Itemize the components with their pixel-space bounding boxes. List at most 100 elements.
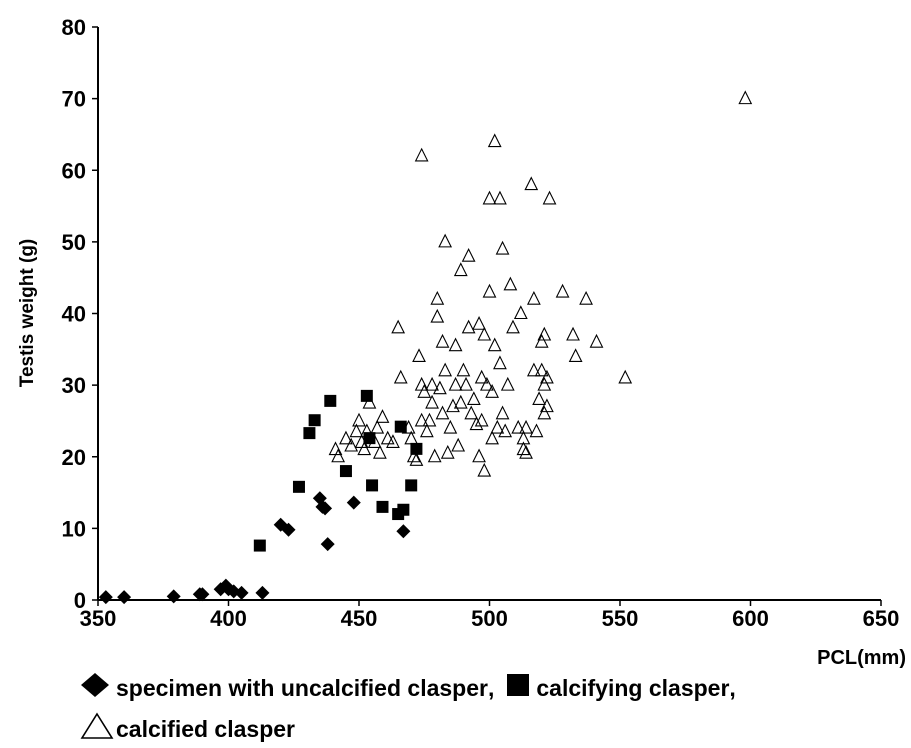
point-calcified <box>419 423 434 438</box>
point-uncalcified <box>346 495 361 510</box>
point-calcified <box>414 412 429 427</box>
point-calcified <box>537 405 552 420</box>
point-calcifying <box>410 442 423 455</box>
legend-label-calcifying: calcifying clasper <box>536 674 730 701</box>
point-calcified <box>540 398 554 413</box>
point-calcified <box>566 326 580 341</box>
point-calcified <box>451 437 466 452</box>
point-calcified <box>440 444 455 459</box>
point-calcifying <box>366 479 379 492</box>
point-calcified <box>506 319 520 334</box>
point-calcified <box>537 326 552 341</box>
point-calcified <box>461 247 476 262</box>
point-calcified <box>331 448 346 463</box>
point-uncalcified <box>195 587 210 602</box>
point-calcified <box>435 405 450 420</box>
y-tick-label: 60 <box>62 158 86 183</box>
point-calcified <box>513 305 528 320</box>
point-calcified <box>427 448 442 463</box>
point-calcified <box>485 430 499 445</box>
legend-row-1: specimen with uncalcified clasper, calci… <box>80 672 900 704</box>
point-calcified <box>453 394 468 409</box>
point-calcified <box>456 362 471 377</box>
y-tick-label: 0 <box>74 588 86 613</box>
legend-row-2: calcified clasper <box>80 712 900 746</box>
point-calcified <box>495 240 510 255</box>
point-calcified <box>430 308 445 323</box>
point-calcified <box>537 376 552 391</box>
point-calcified <box>406 448 421 463</box>
point-calcifying <box>324 394 337 407</box>
point-uncalcified <box>318 501 333 516</box>
point-calcifying <box>308 414 321 427</box>
point-calcified <box>738 90 753 105</box>
point-uncalcified <box>281 522 296 537</box>
point-calcified <box>477 326 492 341</box>
y-tick-label: 30 <box>62 373 86 398</box>
y-tick-label: 10 <box>62 516 86 541</box>
point-calcified <box>357 441 372 456</box>
point-calcified <box>579 290 593 305</box>
point-calcified <box>568 348 583 363</box>
point-calcified <box>344 437 359 452</box>
point-calcified <box>482 190 497 205</box>
point-calcified <box>472 316 486 330</box>
axes <box>97 27 881 601</box>
y-tick-label: 40 <box>62 302 86 327</box>
x-axis-label: PCL(mm) <box>817 647 906 669</box>
point-calcified <box>516 430 531 445</box>
x-tick-label: 650 <box>863 606 900 631</box>
point-calcified <box>493 355 507 370</box>
y-tick-label: 70 <box>62 87 86 112</box>
point-calcified <box>534 333 549 348</box>
point-calcified <box>524 176 539 191</box>
point-calcified <box>474 369 489 384</box>
point-calcified <box>511 419 526 434</box>
y-tick-label: 20 <box>62 445 86 470</box>
point-calcified <box>425 376 439 391</box>
x-ticks: 350 400 450 500 550 600 650 <box>80 600 900 631</box>
point-calcified <box>414 147 429 162</box>
legend-separator: , <box>729 674 736 701</box>
y-tick-label: 50 <box>62 230 86 255</box>
point-calcified <box>372 444 387 459</box>
legend-label-calcified: calcified clasper <box>116 715 295 742</box>
point-calcified <box>534 362 549 377</box>
point-calcifying <box>253 539 266 552</box>
point-calcified <box>480 376 494 391</box>
point-calcified <box>487 337 502 352</box>
point-calcified <box>359 423 374 438</box>
point-calcified <box>526 362 541 377</box>
point-calcified <box>461 319 476 334</box>
point-calcified <box>391 319 406 334</box>
point-calcified <box>362 394 377 409</box>
point-calcified <box>459 376 473 391</box>
point-calcified <box>409 452 424 466</box>
point-calcified <box>417 384 432 398</box>
point-calcified <box>542 190 557 205</box>
point-uncalcified <box>255 585 270 600</box>
point-uncalcified <box>166 589 181 604</box>
point-calcified <box>555 283 570 298</box>
point-calcified <box>526 290 541 305</box>
point-calcifying <box>376 500 389 513</box>
point-calcified <box>352 412 366 427</box>
x-tick-label: 400 <box>210 606 247 631</box>
point-calcified <box>472 448 486 463</box>
point-calcified <box>412 348 426 363</box>
point-calcified <box>367 434 382 448</box>
point-calcified <box>448 376 463 391</box>
point-calcified <box>443 419 458 434</box>
point-calcified <box>493 190 507 205</box>
legend-label-uncalcified: specimen with uncalcified clasper <box>116 674 488 701</box>
point-calcified <box>469 416 484 431</box>
point-calcified <box>370 419 385 434</box>
point-calcified <box>618 369 633 384</box>
point-calcified <box>503 276 518 291</box>
point-calcified <box>375 409 390 423</box>
x-tick-label: 600 <box>732 606 769 631</box>
point-calcified <box>474 412 489 427</box>
point-uncalcified <box>320 537 335 552</box>
point-calcified <box>453 262 468 277</box>
